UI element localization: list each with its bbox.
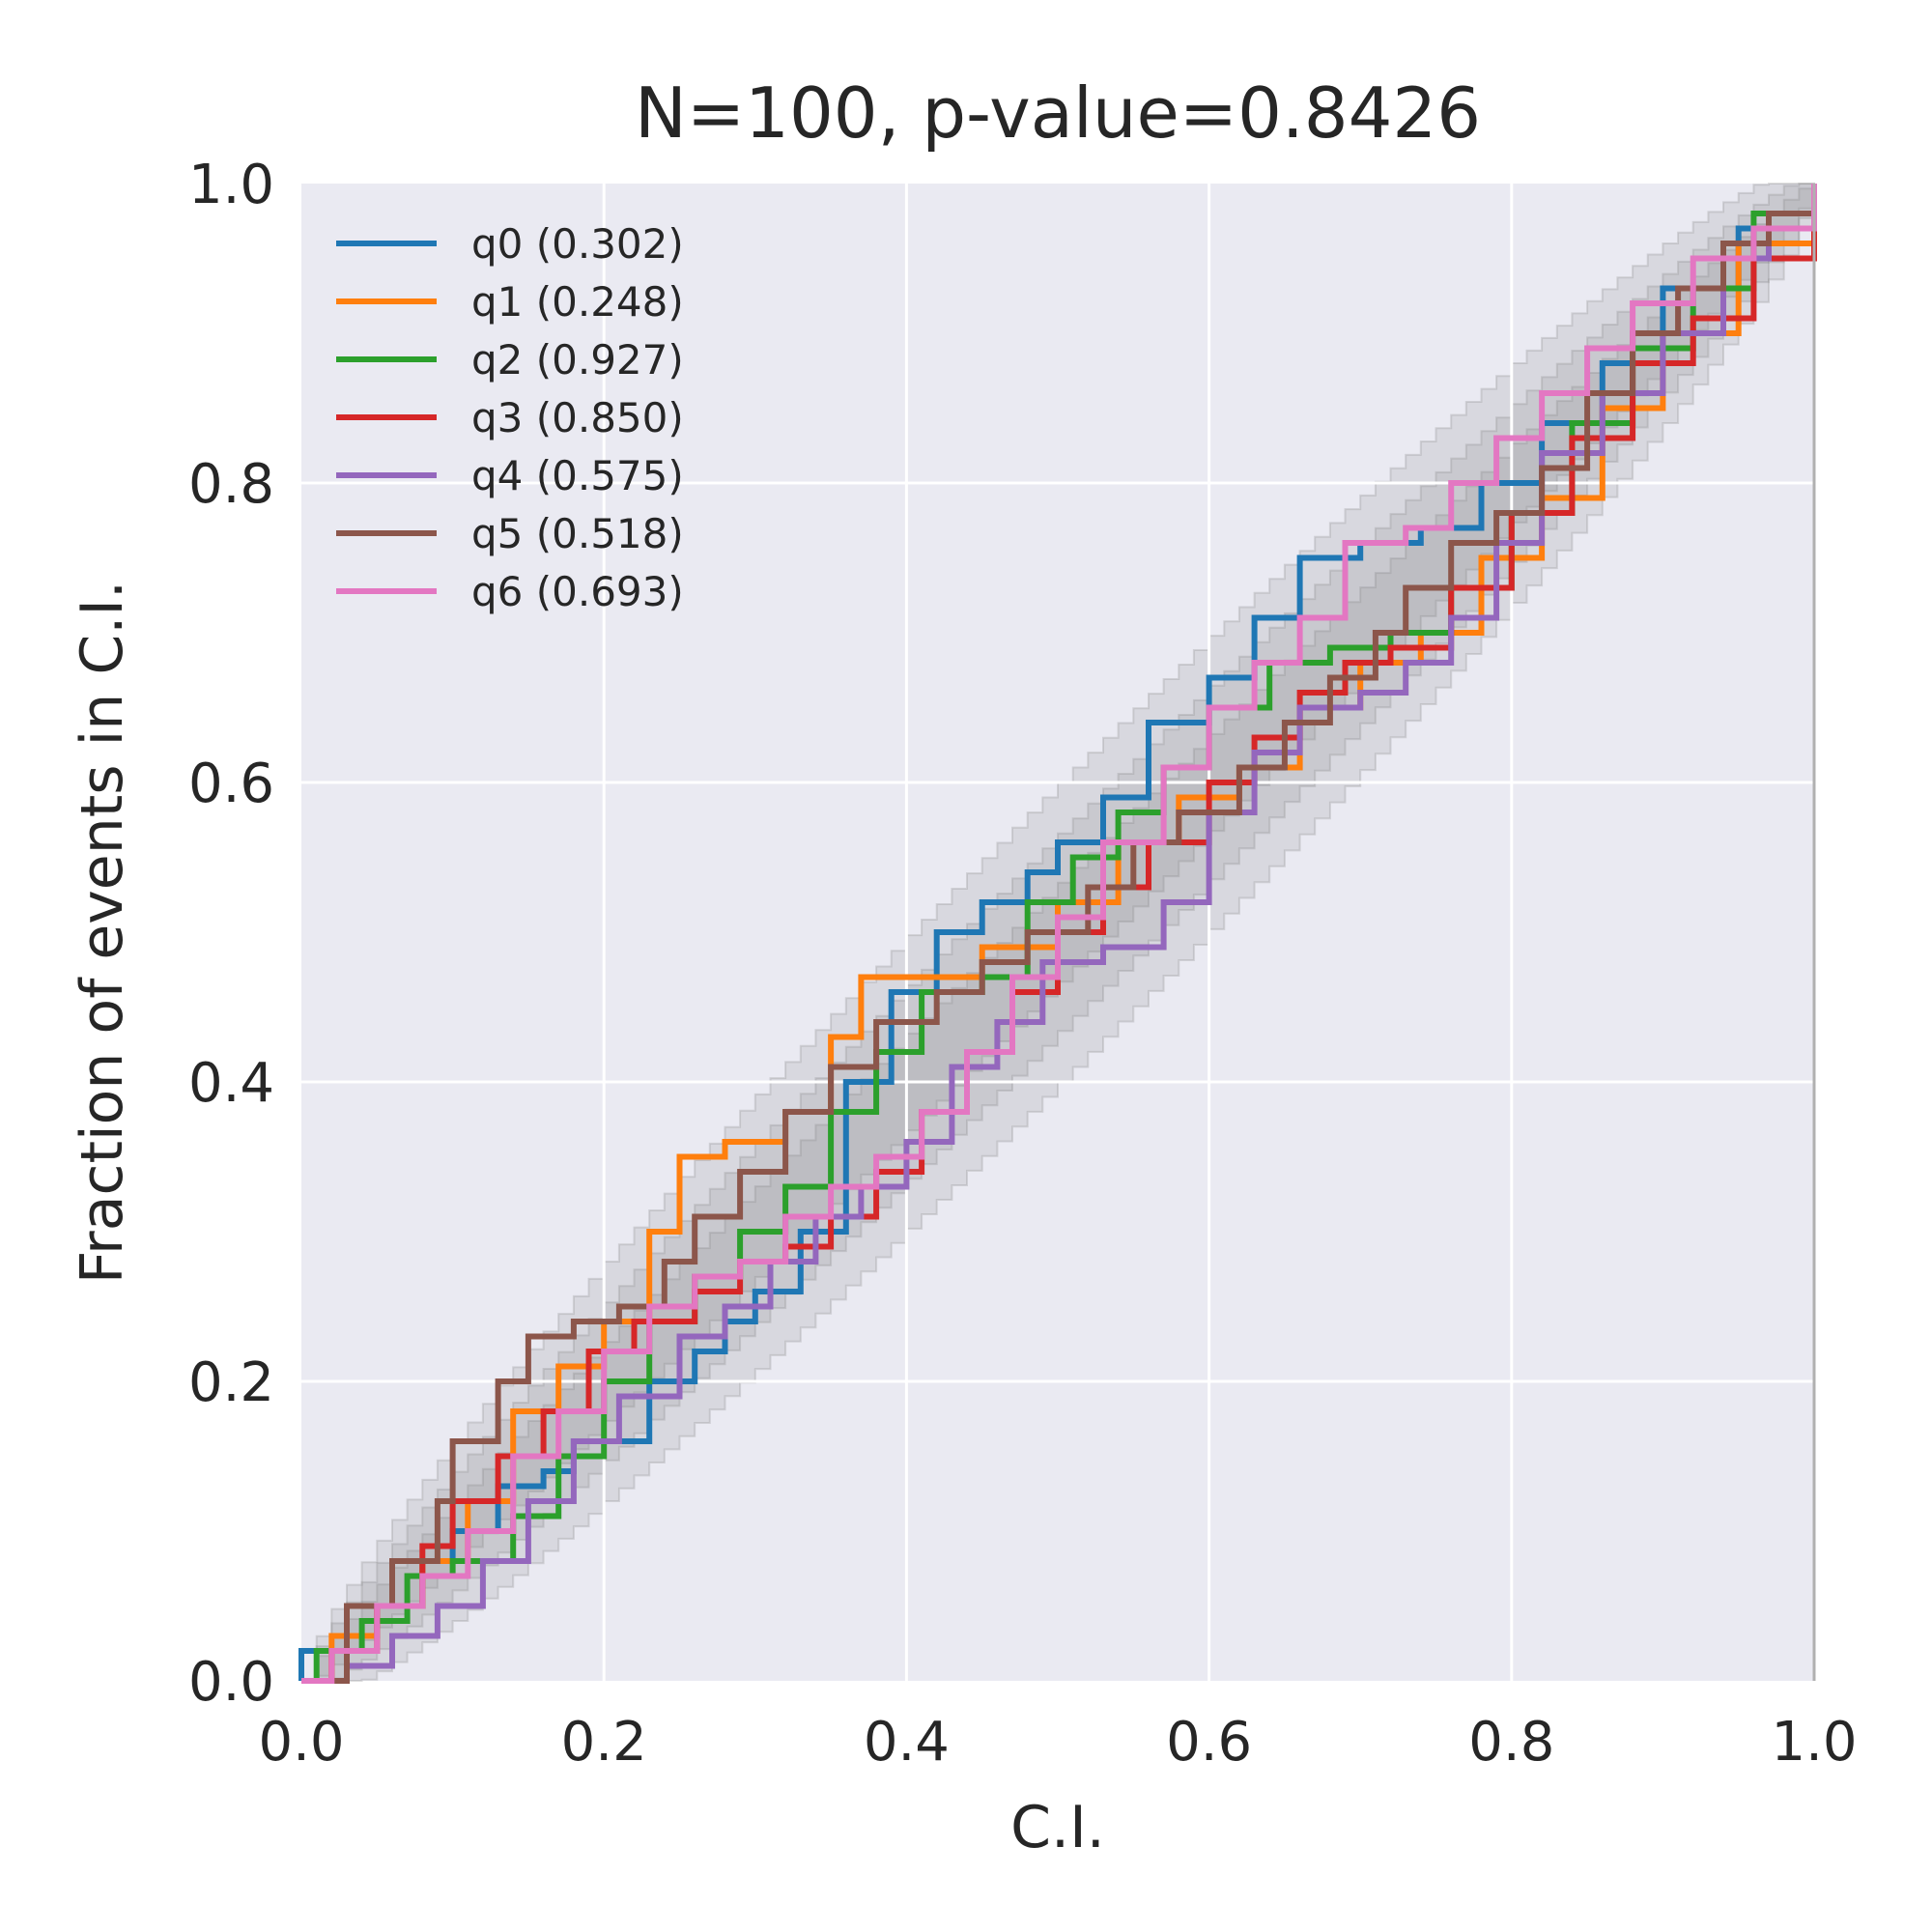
legend-label-q5: q5 (0.518) [471,510,684,557]
y-tick-label: 0.0 [188,1651,274,1714]
x-axis-label: C.I. [1010,1794,1105,1861]
x-tick-label: 0.2 [561,1711,647,1774]
legend-label-q6: q6 (0.693) [471,568,684,615]
y-tick-label: 1.0 [188,154,274,216]
legend-label-q4: q4 (0.575) [471,452,684,499]
series-line-q6 [301,184,1817,1684]
y-tick-label: 0.6 [188,753,274,815]
legend-label-q1: q1 (0.248) [471,278,684,326]
x-tick-label: 0.0 [258,1711,344,1774]
series-line-q5 [301,184,1817,1684]
x-tick-label: 1.0 [1771,1711,1857,1774]
y-tick-label: 0.2 [188,1351,274,1414]
y-tick-label: 0.8 [188,453,274,516]
y-tick-label: 0.4 [188,1052,274,1115]
x-tick-label: 0.6 [1166,1711,1252,1774]
legend: q0 (0.302) q1 (0.248) q2 (0.927) q3 (0.850)… [336,220,684,615]
legend-label-q3: q3 (0.850) [471,394,684,441]
legend-label-q2: q2 (0.927) [471,336,684,384]
x-tick-label: 0.8 [1468,1711,1554,1774]
y-axis-label: Fraction of events in C.I. [69,581,136,1284]
chart-title: N=100, p-value=0.8426 [635,72,1481,154]
y-tick-labels: 0.0 0.2 0.4 0.6 0.8 1.0 [188,154,274,1714]
legend-label-q0: q0 (0.302) [471,220,684,268]
series-lines [298,184,1817,1684]
x-tick-label: 0.4 [864,1711,950,1774]
x-tick-labels: 0.0 0.2 0.4 0.6 0.8 1.0 [258,1711,1857,1774]
